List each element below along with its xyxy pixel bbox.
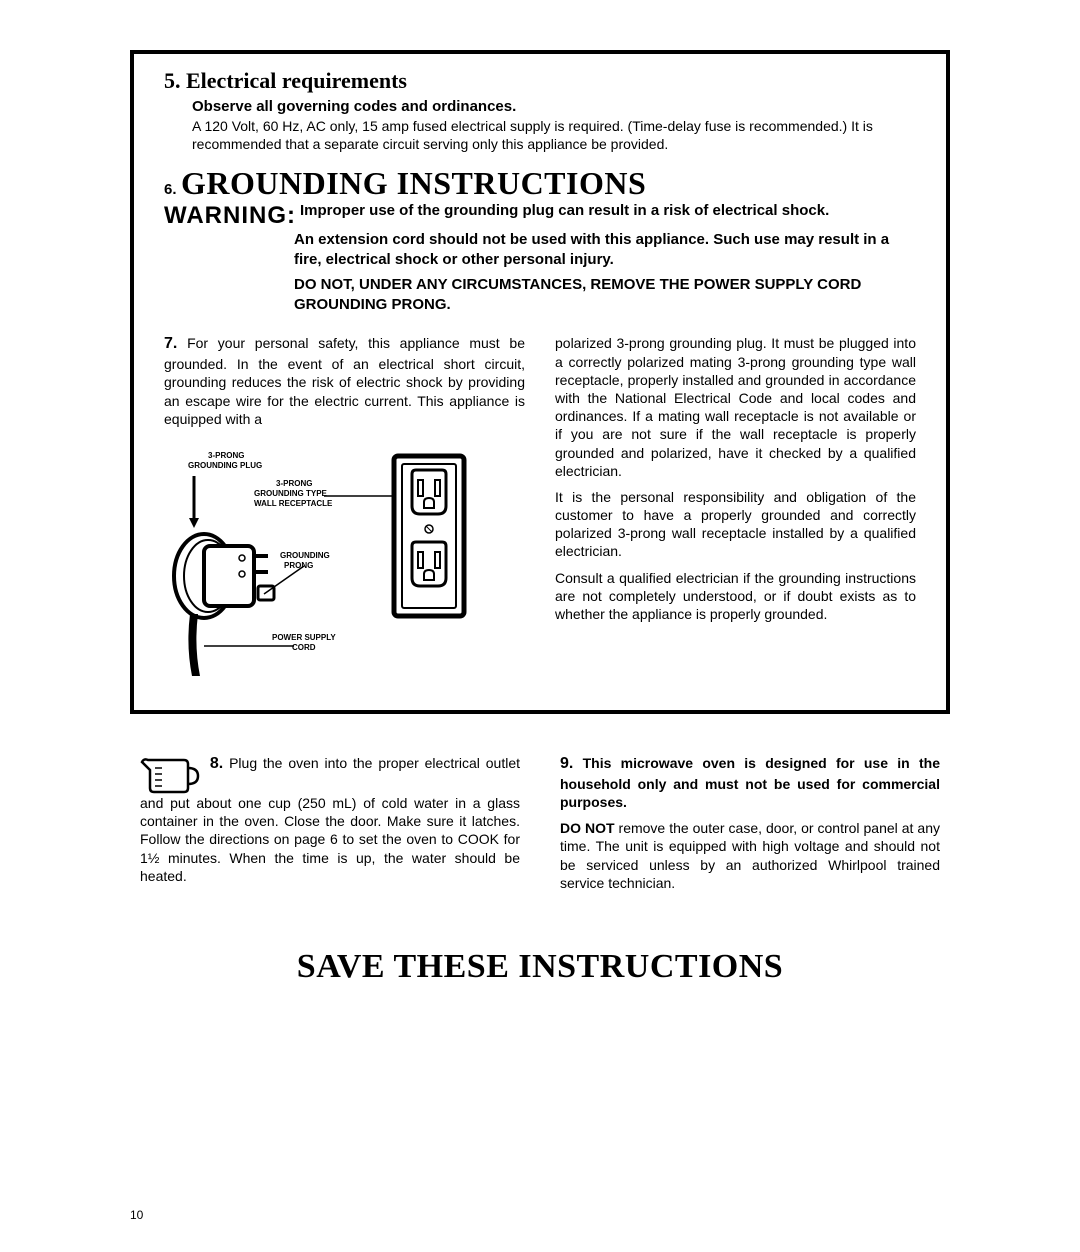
warning-label: WARNING:	[164, 202, 296, 228]
section-5-heading: 5. Electrical requirements	[164, 68, 916, 94]
section-7-right-column: polarized 3-prong grounding plug. It mus…	[555, 334, 916, 690]
warning-text: Improper use of the grounding plug can r…	[300, 202, 916, 221]
svg-text:3-PRONG: 3-PRONG	[276, 479, 312, 488]
lower-columns: 8. Plug the oven into the proper electri…	[130, 754, 950, 900]
warning-paragraph-1: An extension cord should not be used wit…	[294, 230, 916, 269]
section-7-right-p1: polarized 3-prong grounding plug. It mus…	[555, 334, 916, 480]
section-7-right-p3: Consult a qualified electrician if the g…	[555, 569, 916, 624]
grounding-diagram: 3-PRONG GROUNDING PLUG 3-PRONG GROUNDING…	[164, 446, 484, 686]
instruction-box: 5. Electrical requirements Observe all g…	[130, 50, 950, 714]
diagram-label-plug: 3-PRONG	[208, 451, 244, 460]
svg-text:CORD: CORD	[292, 643, 316, 652]
section-9-body: DO NOT remove the outer case, door, or c…	[560, 819, 940, 892]
svg-text:GROUNDING PLUG: GROUNDING PLUG	[188, 461, 262, 470]
warning-paragraph-2: DO NOT, UNDER ANY CIRCUMSTANCES, REMOVE …	[294, 275, 916, 314]
section-6-heading-row: 6. GROUNDING INSTRUCTIONS	[164, 165, 916, 202]
warning-block: WARNING: Improper use of the grounding p…	[164, 202, 916, 228]
measuring-cup-icon	[140, 754, 200, 794]
svg-text:WALL RECEPTACLE: WALL RECEPTACLE	[254, 499, 333, 508]
section-5-body: A 120 Volt, 60 Hz, AC only, 15 amp fused…	[192, 117, 916, 153]
svg-text:GROUNDING TYPE: GROUNDING TYPE	[254, 489, 328, 498]
section-7-left-text: 7. For your personal safety, this applia…	[164, 334, 525, 428]
svg-text:PRONG: PRONG	[284, 561, 313, 570]
section-9-bold: 9. This microwave oven is designed for u…	[560, 754, 940, 811]
save-instructions-heading: SAVE THESE INSTRUCTIONS	[130, 948, 950, 986]
page-number: 10	[130, 1208, 143, 1222]
section-8-text: 8. Plug the oven into the proper electri…	[140, 754, 520, 885]
section-7-right-p2: It is the personal responsibility and ob…	[555, 488, 916, 561]
section-8-column: 8. Plug the oven into the proper electri…	[140, 754, 520, 900]
svg-text:GROUNDING: GROUNDING	[280, 551, 330, 560]
section-5-subheading: Observe all governing codes and ordinanc…	[192, 98, 916, 115]
section-9-column: 9. This microwave oven is designed for u…	[560, 754, 940, 900]
svg-text:POWER SUPPLY: POWER SUPPLY	[272, 633, 336, 642]
section-6-heading: GROUNDING INSTRUCTIONS	[181, 165, 646, 201]
section-7-left-column: 7. For your personal safety, this applia…	[164, 334, 525, 690]
section-6-number: 6.	[164, 181, 177, 198]
section-7-columns: 7. For your personal safety, this applia…	[164, 334, 916, 690]
